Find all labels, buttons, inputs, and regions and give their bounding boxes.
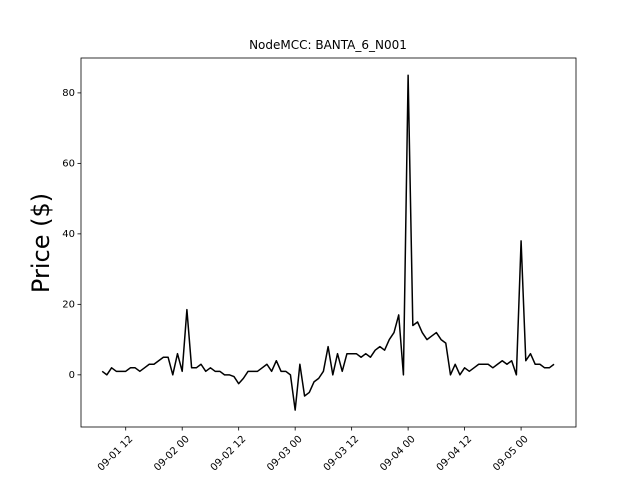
chart-title: NodeMCC: BANTA_6_N001 [249, 38, 407, 52]
y-tick-label: 20 [62, 299, 75, 310]
data-line [101, 74, 555, 411]
y-tick-label: 40 [62, 229, 75, 240]
y-tick-label: 0 [69, 370, 75, 381]
y-tick-label: 60 [62, 158, 75, 169]
y-axis-label: Price ($) [27, 193, 55, 293]
plot-frame [80, 57, 577, 428]
y-tick-label: 80 [62, 88, 75, 99]
